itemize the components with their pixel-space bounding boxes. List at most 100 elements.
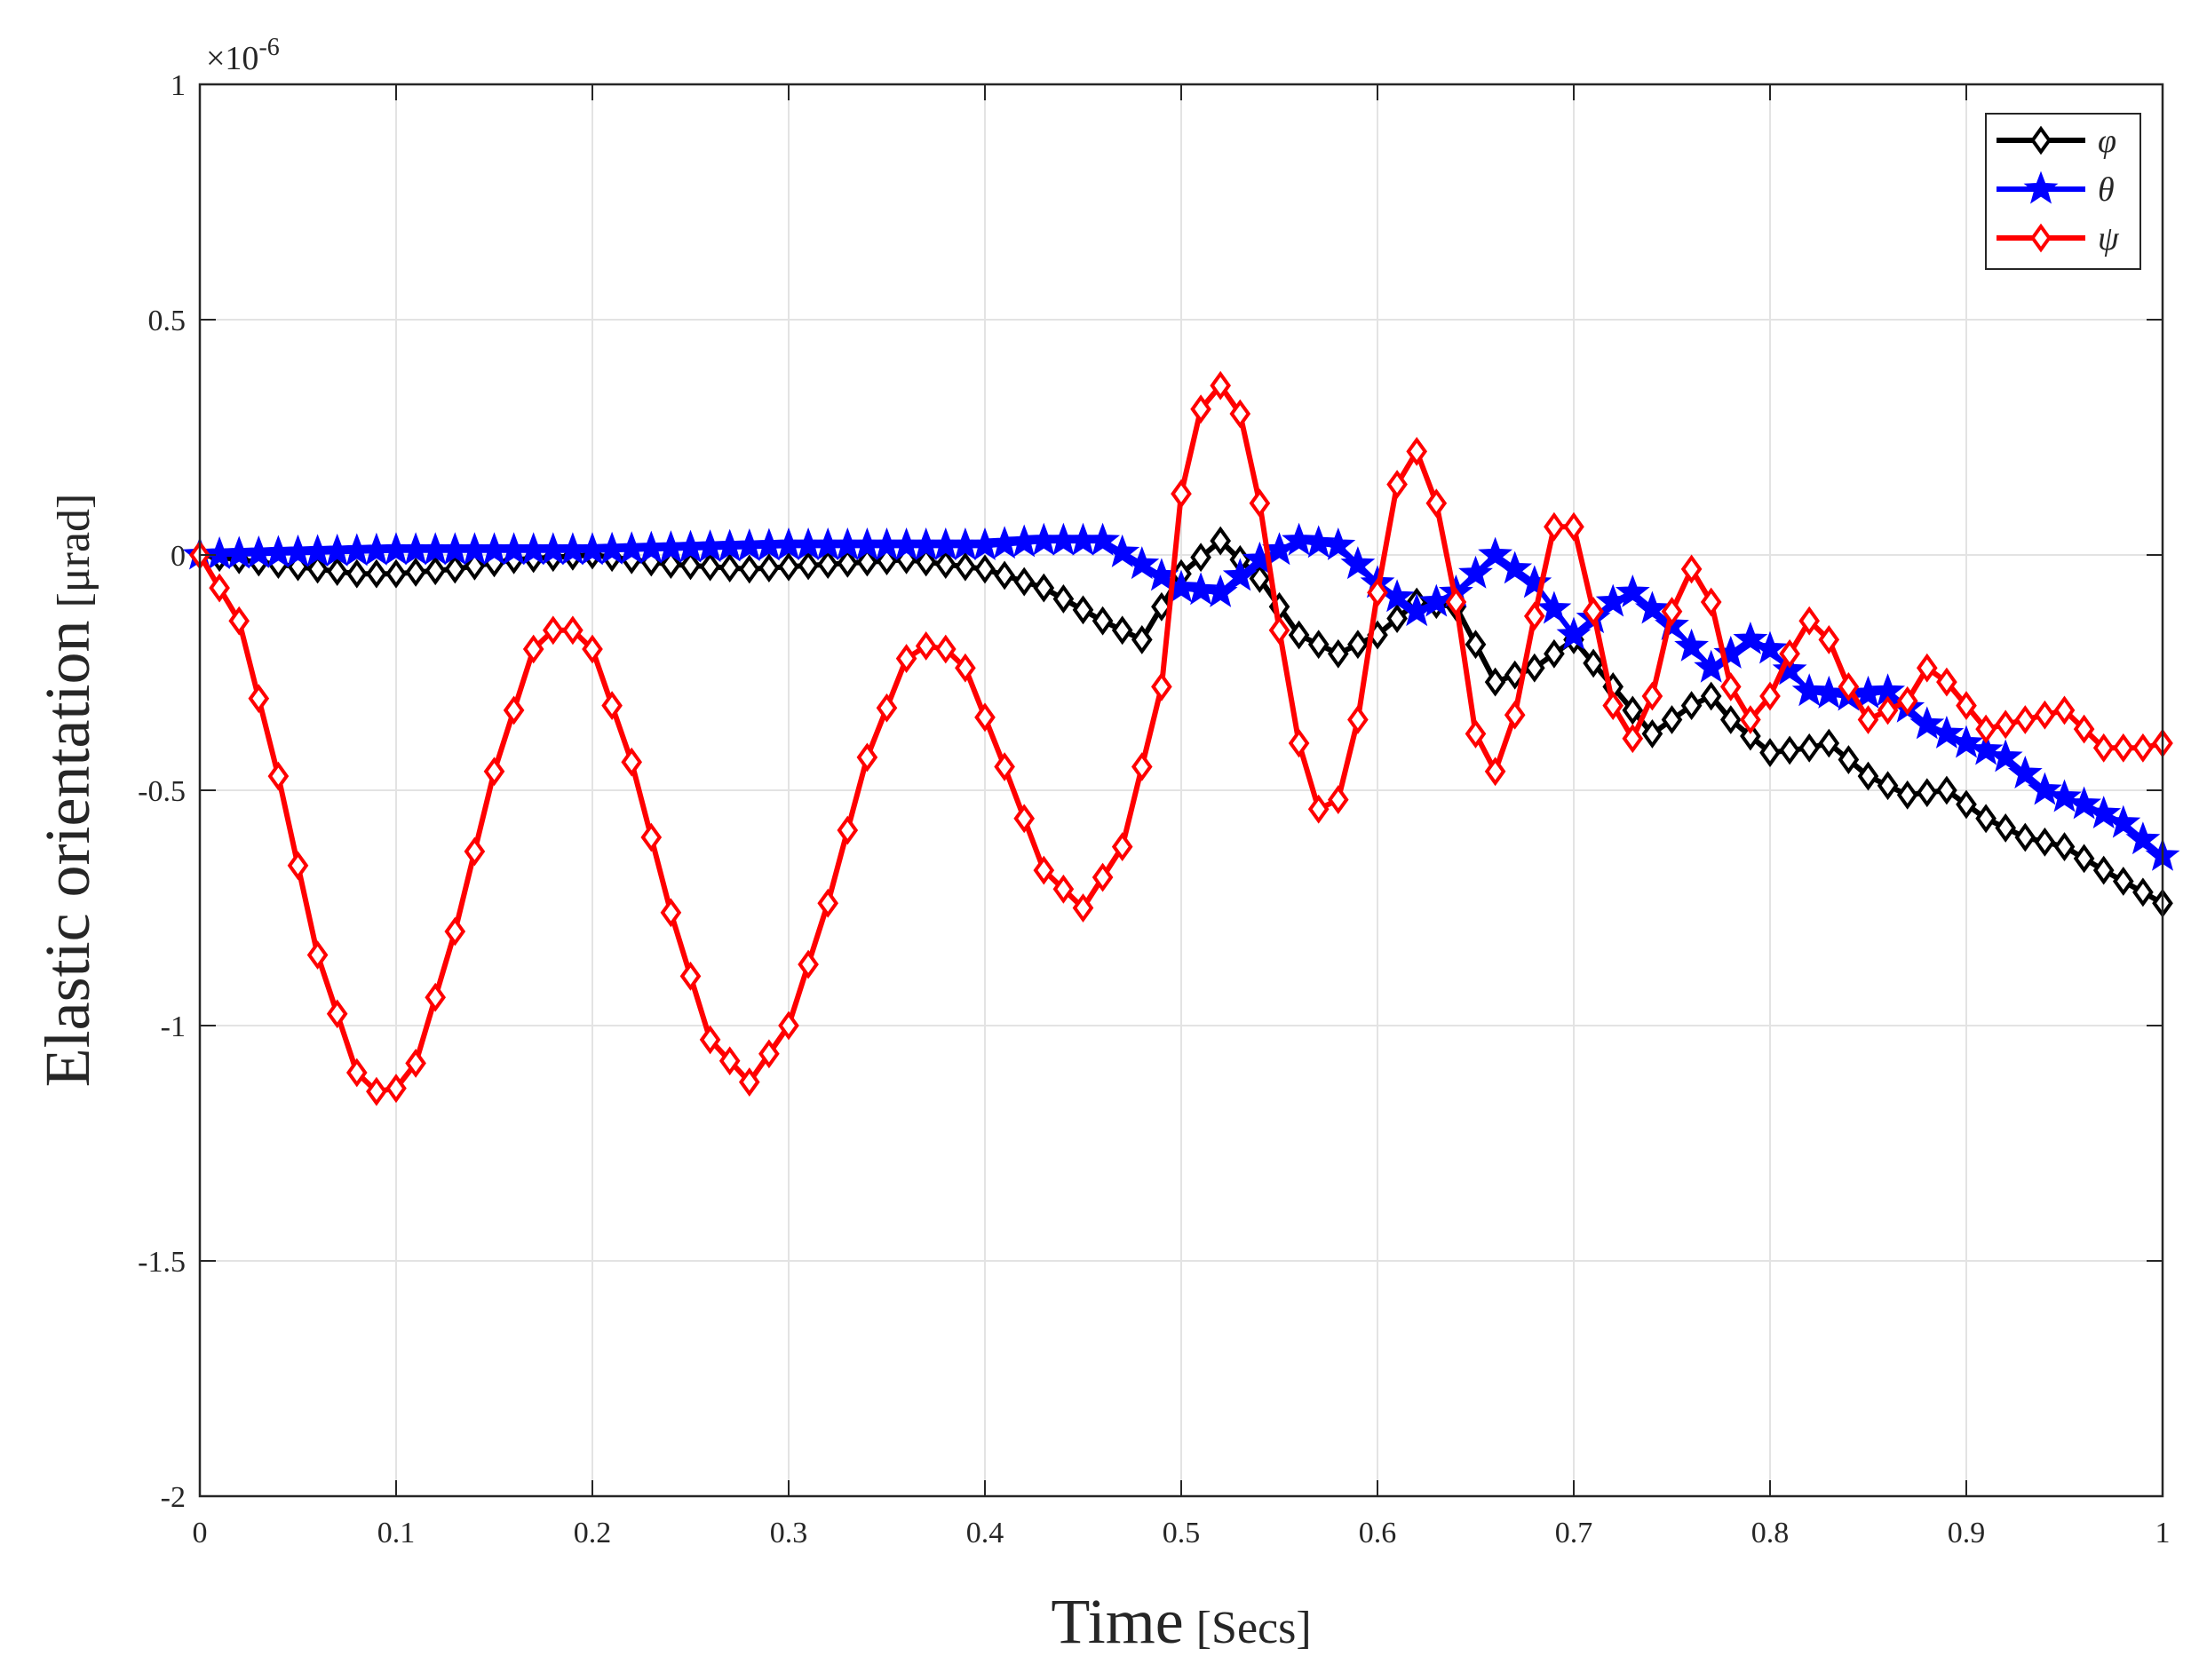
legend-entry-psi: ψ [1997,220,2120,258]
data-point [405,1048,426,1078]
data-point [1124,546,1160,580]
data-point [228,606,250,636]
tick-labels: 0 0.1 0.2 0.3 0.4 0.5 0.6 0.7 0.8 0.9 1 -2 -1.5 -1 -0.… [138,69,2170,1549]
data-point [1661,597,1683,627]
data-point [1563,511,1584,542]
data-point [1634,590,1670,624]
data-point [1877,771,1899,801]
data-point [326,999,348,1029]
data-point [1347,630,1369,660]
data-point [1798,606,1821,636]
data-point [1909,706,1945,740]
data-point [1171,479,1192,509]
y-exponent-power: -6 [258,34,279,61]
y-tick-label: 0 [171,540,186,573]
data-point [1896,685,1918,716]
x-tick-label: 0.9 [1948,1517,1986,1549]
data-point [1700,587,1722,617]
data-point [385,1074,407,1104]
data-point [1988,739,2023,773]
data-point [1583,597,1604,627]
x-axis-title-unit: [Secs] [1196,1603,1312,1653]
data-point [1838,745,1860,774]
x-tick-label: 0.5 [1163,1517,1201,1549]
data-point [1445,587,1467,617]
data-point [1517,565,1552,598]
data-point [1680,554,1703,584]
data-point [2106,804,2141,838]
data-point [2112,867,2134,896]
data-point [542,615,564,646]
data-point [1798,733,1821,763]
data-point [895,644,917,674]
data-point [2007,756,2043,788]
data-point [679,961,702,991]
y-tick-label: -0.5 [138,775,186,808]
legend-label: θ [2098,171,2115,209]
data-point [738,1067,760,1098]
data-point [2014,705,2036,734]
data-point [1857,761,1879,791]
data-point [679,551,702,581]
data-point [1497,551,1533,584]
series-theta [182,522,2180,871]
data-point [1680,691,1703,721]
data-point [2014,822,2036,852]
y-tick-label: -1 [161,1010,186,1043]
data-point [1190,394,1211,424]
legend-entry-phi: φ [1997,123,2116,160]
data-point [1386,470,1408,499]
data-point [1759,738,1781,768]
data-point [483,757,505,787]
data-point [1465,630,1487,660]
data-point [1661,705,1683,734]
data-point [562,615,583,646]
data-point [444,916,466,947]
data-point [2034,700,2056,730]
data-point [1583,648,1604,678]
data-point [1929,715,1965,749]
data-point [1190,543,1211,573]
data-point [287,851,309,881]
data-point [1013,567,1036,597]
data-point [817,888,839,918]
data-point [1013,804,1036,834]
data-point [837,815,859,845]
legend-entry-theta: θ [1997,170,2115,209]
data-point [345,559,368,589]
data-point [1544,511,1565,542]
data-point [1249,488,1271,519]
data-point [2053,832,2076,862]
data-point [2092,733,2115,763]
data-point [1327,785,1349,815]
data-point [2092,855,2115,885]
data-point [1321,527,1356,560]
data-point [2053,695,2076,725]
data-point [1674,628,1710,662]
data-point [1406,436,1428,466]
data-point [1210,370,1232,400]
data-point [621,747,643,777]
data-point [1478,536,1513,570]
data-point [1183,572,1219,606]
data-point [267,761,290,791]
data-point [1759,681,1781,711]
data-point [1052,584,1075,614]
data-point [1995,709,2017,740]
y-exponent-label: ×10-6 [206,34,280,77]
data-point [1111,832,1133,862]
data-point [1105,534,1140,567]
data-point [640,822,663,852]
data-point [699,551,721,582]
data-point [1268,615,1290,646]
x-tick-label: 1 [2155,1517,2171,1549]
data-point [306,554,329,584]
data-point [366,559,387,589]
data-point [2027,772,2062,805]
data-point [798,949,819,979]
x-axis-title-main: Time [1051,1586,1183,1657]
data-point [1327,638,1349,669]
data-point [1740,721,1761,751]
data-point [1092,862,1114,892]
data-point [503,695,525,725]
